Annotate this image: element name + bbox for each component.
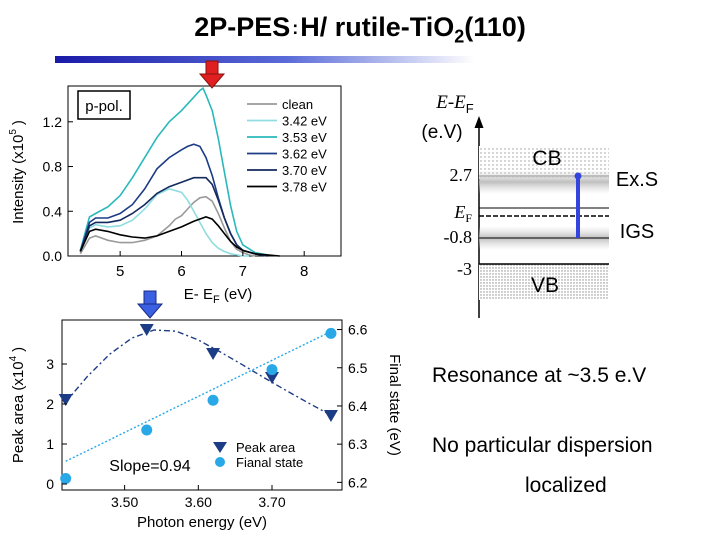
final-state-point: [60, 473, 72, 485]
peak-legend-label: Fianal state: [236, 455, 303, 470]
peak-x-tick-label: 3.60: [185, 494, 212, 510]
peak-y-tick-label: 0: [46, 476, 54, 492]
band-axis-title: E-EF: [435, 92, 474, 116]
igs-label: IGS: [620, 221, 654, 243]
peak-legend-swatch: [213, 442, 227, 453]
peak-y2-tick-label: 6.3: [348, 436, 368, 452]
level-minus-0-8-label: -0.8: [444, 227, 473, 247]
spectrum-legend-label: 3.78 eV: [282, 180, 327, 195]
title-underline-bar: [55, 56, 475, 63]
spectrum-x-tick-label: 6: [177, 263, 185, 280]
slide-title: 2P-PES:H/ rutile-TiO2(110): [194, 12, 526, 47]
cb-label: CB: [532, 147, 561, 170]
final-state-fit-line: [65, 330, 332, 462]
spectrum-y-tick-label: 0.0: [43, 248, 63, 264]
peak-area-point: [139, 324, 154, 336]
band-diagram: E-EF (e.V) 2.7 EF -0.8 -3 CB VB Ex.S IGS: [421, 92, 658, 318]
note-dispersion: No particular dispersion: [432, 434, 653, 457]
final-state-point: [207, 394, 219, 406]
spectrum-y-tick-label: 1.2: [43, 114, 63, 130]
peak-y2-tick-label: 6.6: [348, 322, 368, 338]
peak-area-fit-line: [65, 329, 332, 416]
final-state-point: [266, 364, 278, 376]
resonance-arrow-blue: [136, 290, 164, 319]
peak-y2-tick-label: 6.5: [348, 360, 368, 376]
peak-area-point: [206, 348, 221, 360]
spectrum-y-tick-label: 0.8: [43, 159, 63, 175]
vb-label: VB: [531, 274, 559, 297]
spectrum-y-axis-label: Intensity (x105): [8, 120, 27, 224]
level-2-7-label: 2.7: [450, 165, 473, 185]
excitation-dot: [574, 172, 582, 180]
spectrum-legend: clean 3.42 eV3.53 eV 3.62 eV3.70 eV 3.78 eV: [247, 97, 327, 195]
peak-y-tick-label: 3: [46, 356, 54, 372]
spectrum-legend-label: clean: [282, 97, 313, 112]
peak-x-tick-label: 3.70: [258, 494, 285, 510]
note-resonance: Resonance at ~3.5 e.V: [432, 364, 647, 387]
spectrum-plot-frame: [67, 85, 342, 257]
spectrum-series-line: [79, 143, 268, 257]
spectrum-x-tick-label: 5: [116, 263, 124, 280]
peak-y-tick-label: 1: [46, 436, 54, 452]
spectrum-series-line: [79, 176, 268, 257]
note-localized: localized: [525, 474, 607, 497]
spectrum-legend-label: 3.53 eV: [282, 130, 327, 145]
final-state-point: [141, 424, 153, 436]
resonance-arrow-red: [198, 60, 226, 89]
exs-label: Ex.S: [616, 169, 658, 191]
peak-area-chart: 0 1 2 3 6.2 6.3 6.4 6.5 6.6 3.50 3.60 3.70 Slope=…: [8, 319, 403, 531]
peak-y-tick-label: 2: [46, 396, 54, 412]
peak-y2-tick-label: 6.4: [348, 398, 368, 414]
cb-edge-shade: [479, 170, 609, 194]
peak-legend-swatch: [215, 457, 225, 467]
spectrum-x-tick-label: 7: [239, 263, 247, 280]
panel-label-box: [77, 90, 131, 120]
spectrum-series-line: [79, 216, 280, 257]
panel-label: p-pol.: [85, 98, 123, 115]
peak-y2-tick-label: 6.2: [348, 474, 368, 490]
spectrum-legend-label: 3.70 eV: [282, 163, 327, 178]
peak-area-point: [58, 394, 73, 406]
final-state-point: [325, 327, 337, 339]
peak-x-axis-label: Photon energy (eV): [137, 514, 267, 531]
spectrum-chart: 0.0 0.4 0.8 1.2 5 6 7 8 p-pol. clean 3.42 eV3.5…: [8, 85, 342, 306]
level-minus-3-label: -3: [457, 259, 472, 279]
peak-x-tick-label: 3.50: [111, 494, 138, 510]
peak-legend-label: Peak area: [236, 440, 296, 455]
band-axis-unit: (e.V): [421, 122, 462, 143]
slope-annotation: Slope=0.94: [109, 458, 191, 475]
peak-area-point: [265, 372, 279, 384]
peak-y2-axis-label: Final state (eV): [386, 354, 403, 456]
title-separator-dots: :: [292, 18, 299, 39]
spectrum-x-tick-label: 8: [300, 263, 308, 280]
peak-plot-frame: [61, 319, 343, 491]
spectrum-x-axis-label: E- EF (eV): [184, 286, 252, 306]
spectrum-y-tick-label: 0.4: [43, 203, 63, 219]
spectrum-legend-label: 3.42 eV: [282, 114, 327, 129]
level-ef-label: EF: [453, 202, 472, 225]
spectrum-legend-label: 3.62 eV: [282, 147, 327, 162]
spectrum-series-line: [79, 86, 268, 256]
peak-y-axis-label: Peak area (x104): [8, 347, 27, 463]
peak-area-point: [323, 410, 338, 422]
spectrum-series-line: [79, 188, 249, 257]
vb-region: [479, 264, 609, 300]
